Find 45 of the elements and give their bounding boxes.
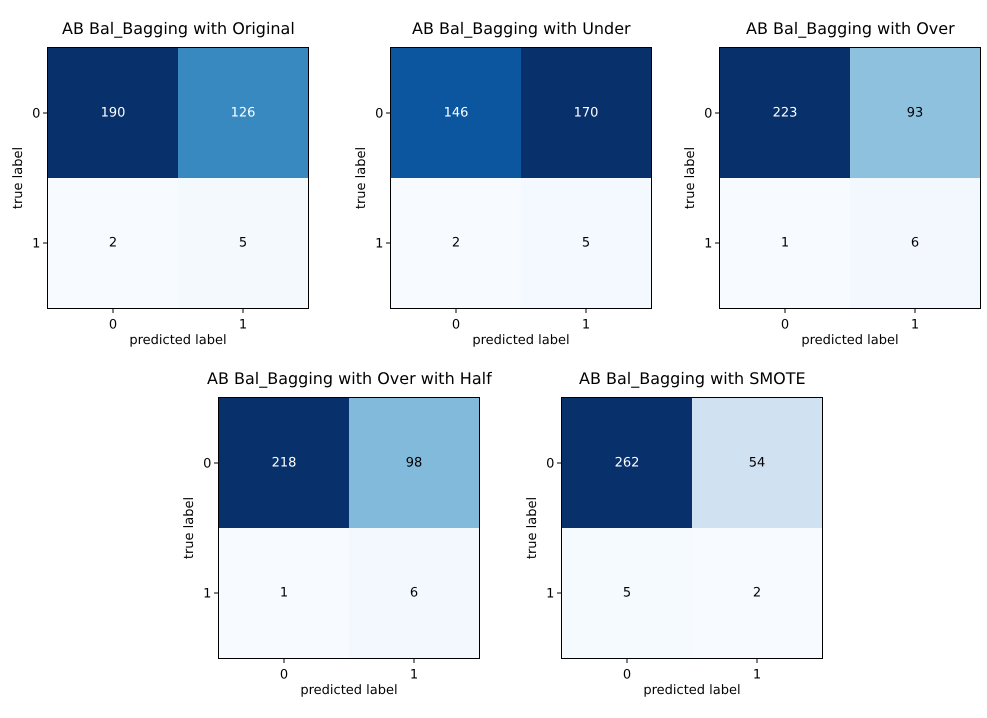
data-label: 223 bbox=[772, 105, 798, 120]
data-label: 262 bbox=[614, 455, 640, 470]
chart-title: AB Bal_Bagging with SMOTE bbox=[579, 369, 806, 388]
data-label: 1 bbox=[280, 585, 288, 600]
chart-title: AB Bal_Bagging with Over with Half bbox=[207, 369, 492, 388]
x-axis-title: predicted label bbox=[801, 333, 899, 348]
data-label: 5 bbox=[622, 585, 632, 600]
chart-title: AB Bal_Bagging with Over bbox=[746, 19, 956, 38]
x-tick-label: 0 bbox=[622, 668, 632, 683]
data-label: 190 bbox=[100, 105, 126, 120]
data-label: 5 bbox=[238, 235, 248, 250]
x-tick-label: 1 bbox=[582, 318, 590, 333]
data-label: 146 bbox=[444, 105, 468, 120]
x-tick-label: 0 bbox=[108, 318, 118, 333]
y-axis-title: true label bbox=[11, 146, 26, 210]
chart-title: AB Bal_Bagging with Original bbox=[62, 19, 295, 38]
x-tick-label: 1 bbox=[410, 668, 418, 683]
x-tick-label: 1 bbox=[752, 668, 762, 683]
data-label: 1 bbox=[780, 235, 790, 250]
data-label: 2 bbox=[752, 585, 762, 600]
data-label: 98 bbox=[406, 455, 422, 470]
x-axis-title: predicted label bbox=[129, 333, 227, 348]
y-axis-title: true label bbox=[354, 146, 370, 210]
x-tick-label: 1 bbox=[238, 318, 248, 333]
data-label: 126 bbox=[230, 105, 256, 120]
x-tick-label: 1 bbox=[910, 318, 920, 333]
x-tick-label: 0 bbox=[280, 668, 288, 683]
x-axis-title: predicted label bbox=[643, 683, 741, 698]
data-label: 170 bbox=[574, 105, 598, 120]
data-label: 6 bbox=[910, 235, 920, 250]
y-axis-title: true label bbox=[683, 146, 698, 210]
y-axis-title: true label bbox=[525, 496, 540, 560]
data-label: 6 bbox=[410, 585, 418, 600]
data-label: 5 bbox=[582, 235, 590, 250]
data-label: 2 bbox=[108, 235, 118, 250]
data-label: 93 bbox=[906, 105, 924, 120]
x-axis-title: predicted label bbox=[472, 333, 570, 348]
x-axis-title: predicted label bbox=[300, 683, 398, 698]
chart-title: AB Bal_Bagging with Under bbox=[412, 19, 632, 38]
data-label: 2 bbox=[452, 235, 460, 250]
data-label: 54 bbox=[748, 455, 766, 470]
data-label: 218 bbox=[272, 455, 296, 470]
x-tick-label: 0 bbox=[780, 318, 790, 333]
y-axis-title: true label bbox=[182, 496, 198, 560]
x-tick-label: 0 bbox=[452, 318, 460, 333]
